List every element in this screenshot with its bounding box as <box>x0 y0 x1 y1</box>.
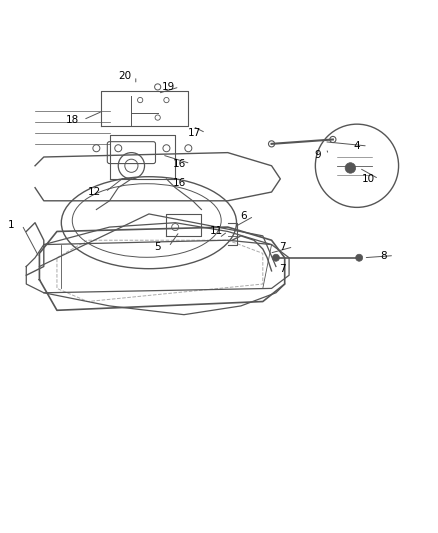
Text: 19: 19 <box>162 82 175 92</box>
Circle shape <box>356 254 363 261</box>
Text: 10: 10 <box>361 174 374 184</box>
Circle shape <box>272 254 279 261</box>
Text: 7: 7 <box>279 242 286 252</box>
Text: 18: 18 <box>66 115 79 125</box>
Text: 20: 20 <box>118 71 131 81</box>
Text: 9: 9 <box>314 150 321 160</box>
Text: 12: 12 <box>88 187 101 197</box>
Text: 16: 16 <box>173 178 186 188</box>
Text: 1: 1 <box>7 220 14 230</box>
Circle shape <box>345 163 356 173</box>
Text: 17: 17 <box>188 128 201 138</box>
Text: 11: 11 <box>210 227 223 237</box>
Text: 8: 8 <box>380 251 387 261</box>
Text: 16: 16 <box>173 159 186 168</box>
Text: 4: 4 <box>353 141 360 151</box>
Text: 5: 5 <box>154 242 161 252</box>
Text: 7: 7 <box>279 264 286 273</box>
Text: 6: 6 <box>240 211 247 221</box>
